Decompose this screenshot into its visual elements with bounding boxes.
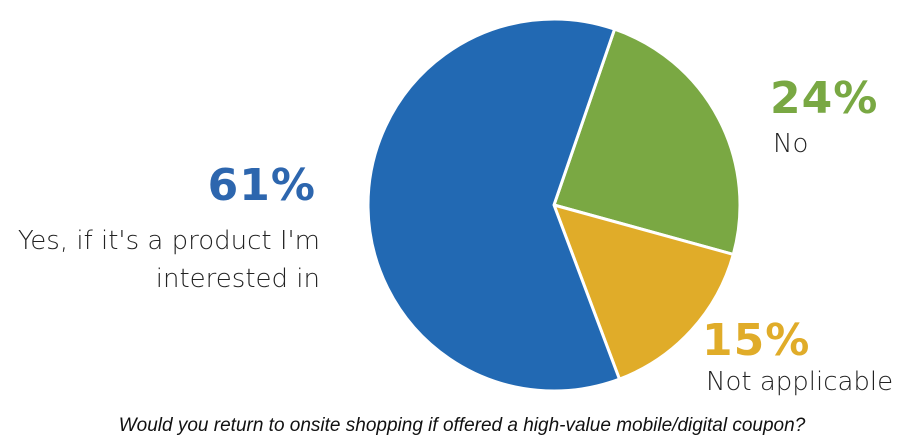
slice-yes-label-line2: interested in xyxy=(155,264,320,294)
pie-slice-yes xyxy=(366,17,621,393)
slice-yes-label-line1: Yes, if it's a product I'm xyxy=(17,226,320,256)
pie-slice-no xyxy=(552,27,742,256)
slice-na-percent: 15% xyxy=(702,315,811,366)
slice-no-percent: 24% xyxy=(770,73,879,124)
slice-no-label: No xyxy=(773,129,809,159)
slice-na-label: Not applicable xyxy=(706,367,894,397)
slice-yes-percent: 61% xyxy=(207,160,316,211)
chart-caption: Would you return to onsite shopping if o… xyxy=(118,415,806,436)
slice-yes-label: Yes, if it's a product I'm interested in xyxy=(0,222,320,298)
pie-slice-na xyxy=(552,203,735,381)
